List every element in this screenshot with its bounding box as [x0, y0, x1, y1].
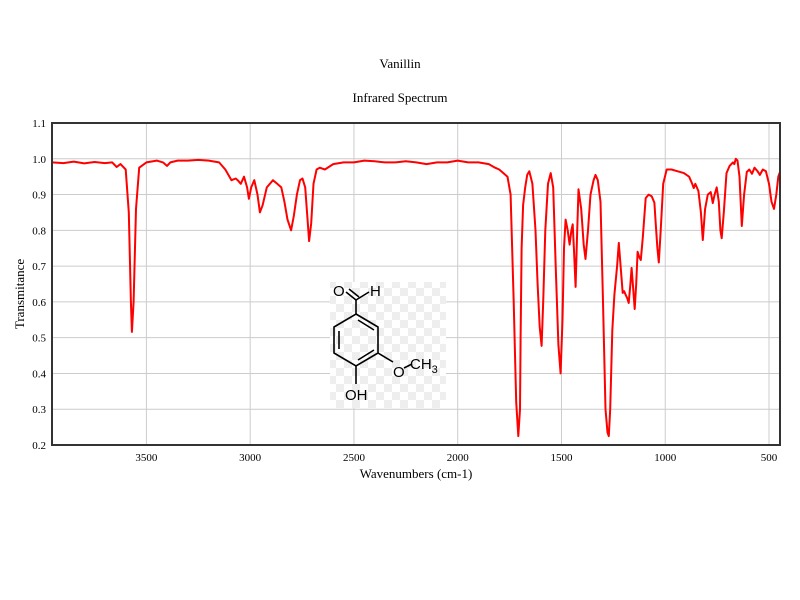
methyl-label: CH3: [410, 356, 438, 376]
plot-frame: [51, 122, 781, 446]
y-tick-label: 0.7: [32, 261, 46, 273]
chart-title: Vanillin: [379, 56, 421, 71]
methoxy-oxygen-label: O: [393, 364, 405, 381]
x-tick-label: 3000: [239, 452, 262, 464]
x-tick-label: 500: [761, 452, 778, 464]
x-tick-label: 2000: [447, 452, 470, 464]
aldehyde-oxygen-label: O: [333, 283, 345, 300]
y-tick-label: 0.5: [32, 333, 46, 345]
spectrum-line: [51, 157, 781, 438]
y-axis-ticks: 0.2 0.3 0.4 0.5 0.6 0.7 0.8 0.9 1.0 1.1: [32, 118, 46, 452]
chart-subtitle: Infrared Spectrum: [352, 90, 448, 105]
y-tick-label: 0.4: [32, 368, 46, 380]
y-tick-label: 0.6: [32, 297, 46, 309]
y-tick-label: 1.0: [32, 154, 46, 166]
inset-background: [330, 282, 446, 408]
y-axis-label: Transmitance: [12, 259, 27, 330]
molecule-bonds: [333, 288, 413, 384]
y-tick-label: 0.9: [32, 190, 46, 202]
y-tick-label: 1.1: [32, 118, 46, 130]
x-axis-label: Wavenumbers (cm-1): [360, 466, 473, 481]
x-tick-label: 3500: [135, 452, 158, 464]
x-tick-label: 1000: [654, 452, 677, 464]
hydroxyl-label: OH: [345, 387, 368, 404]
x-tick-label: 1500: [550, 452, 573, 464]
y-tick-label: 0.2: [32, 440, 46, 452]
x-axis-ticks: 3500 3000 2500 2000 1500 1000 500: [135, 452, 777, 464]
x-tick-label: 2500: [343, 452, 366, 464]
y-tick-label: 0.3: [32, 404, 46, 416]
aldehyde-hydrogen-label: H: [370, 283, 381, 300]
y-tick-label: 0.8: [32, 225, 46, 237]
vanillin-structure-inset: O H O CH3 OH: [330, 282, 446, 408]
